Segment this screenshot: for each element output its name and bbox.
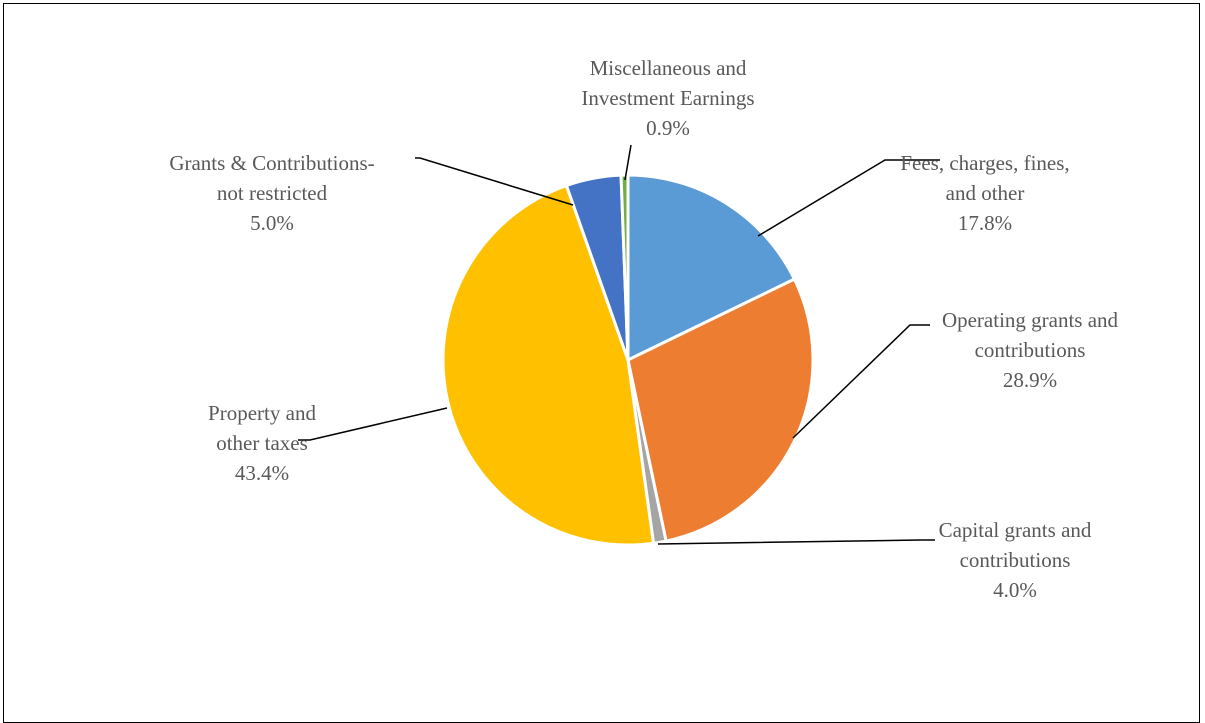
slice-name-label: contributions — [975, 338, 1086, 362]
slice-percent-label: 0.9% — [646, 116, 690, 140]
slice-name-label: Investment Earnings — [581, 86, 754, 110]
slice-percent-label: 43.4% — [235, 461, 289, 485]
slice-name-label: Property and — [208, 401, 316, 425]
slice-percent-label: 5.0% — [250, 211, 294, 235]
leader-line — [624, 144, 632, 181]
leader-line — [415, 157, 574, 206]
leader-line — [792, 324, 930, 439]
slice-percent-label: 28.9% — [1003, 368, 1057, 392]
slice-name-label: Fees, charges, fines, — [900, 151, 1069, 175]
slice-name-label: Miscellaneous and — [590, 56, 747, 80]
pie-slice — [619, 173, 630, 361]
slice-name-label: Grants & Contributions- — [169, 151, 374, 175]
slice-name-label: not restricted — [217, 181, 328, 205]
slice-name-label: other taxes — [216, 431, 308, 455]
slice-name-label: and other — [946, 181, 1025, 205]
pie-slice — [441, 183, 656, 547]
pie-slice — [626, 173, 797, 363]
slice-percent-label: 4.0% — [993, 578, 1037, 602]
leader-line — [757, 159, 940, 237]
slice-name-label: Operating grants and — [942, 308, 1119, 332]
leader-line — [298, 407, 448, 441]
leader-line — [657, 539, 935, 545]
slice-percent-label: 17.8% — [958, 211, 1012, 235]
pie-slice — [626, 277, 815, 543]
slice-name-label: contributions — [960, 548, 1071, 572]
slice-name-label: Capital grants and — [939, 518, 1092, 542]
